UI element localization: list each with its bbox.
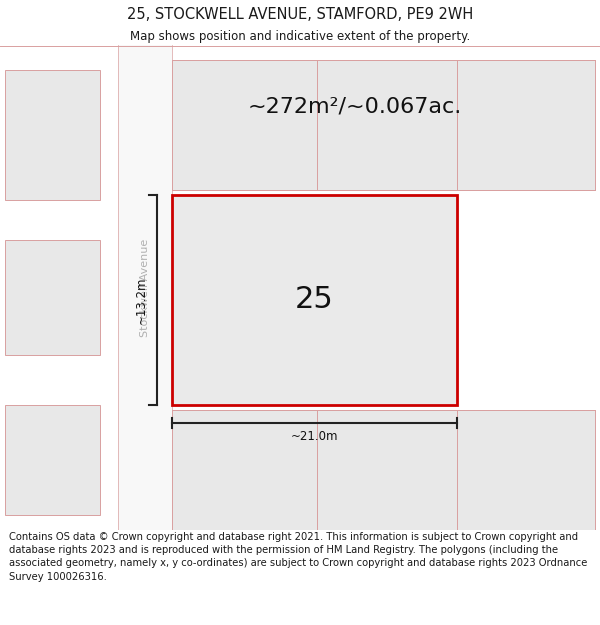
Text: 25: 25 xyxy=(295,286,334,314)
Text: 25, STOCKWELL AVENUE, STAMFORD, PE9 2WH: 25, STOCKWELL AVENUE, STAMFORD, PE9 2WH xyxy=(127,7,473,22)
Text: ~272m²/~0.067ac.: ~272m²/~0.067ac. xyxy=(247,97,461,117)
Bar xyxy=(172,60,317,190)
Bar xyxy=(5,70,100,200)
Bar xyxy=(317,410,457,530)
Bar xyxy=(317,60,457,190)
Bar xyxy=(5,405,100,515)
Bar xyxy=(457,60,595,190)
Bar xyxy=(118,45,172,530)
Bar xyxy=(5,240,100,355)
Bar xyxy=(457,410,595,530)
Text: Map shows position and indicative extent of the property.: Map shows position and indicative extent… xyxy=(130,31,470,43)
Bar xyxy=(172,410,317,530)
Text: Contains OS data © Crown copyright and database right 2021. This information is : Contains OS data © Crown copyright and d… xyxy=(9,532,587,581)
Text: ~13.2m: ~13.2m xyxy=(134,276,148,324)
Text: Stockwell Avenue: Stockwell Avenue xyxy=(140,238,150,337)
Bar xyxy=(172,195,457,405)
Text: ~21.0m: ~21.0m xyxy=(291,429,338,442)
